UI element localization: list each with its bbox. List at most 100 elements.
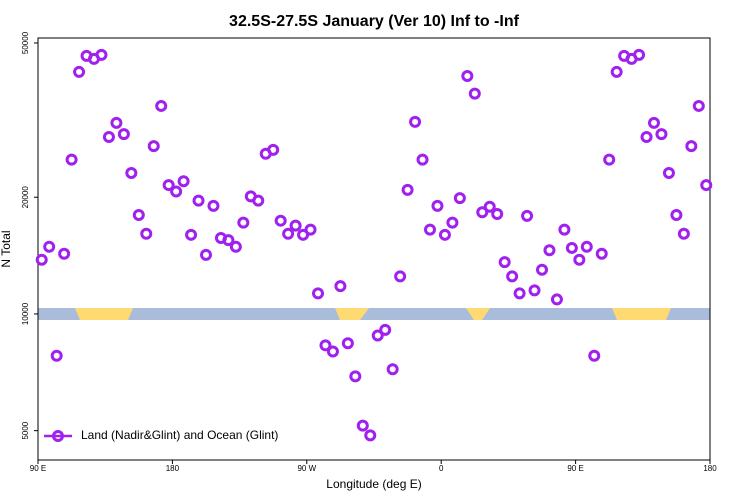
data-point: [603, 153, 616, 166]
data-point: [543, 244, 556, 257]
x-tick-label: 0: [439, 464, 444, 473]
data-point: [192, 194, 205, 207]
y-tick-label: 5000: [21, 421, 30, 439]
x-tick-label: 90 E: [567, 464, 583, 473]
data-point: [438, 228, 451, 241]
data-point: [558, 223, 571, 236]
y-tick-label: 20000: [21, 186, 30, 209]
data-point: [386, 363, 399, 376]
ocean-band: [38, 308, 710, 320]
data-point: [528, 284, 541, 297]
data-point: [274, 214, 287, 227]
data-point: [229, 240, 242, 253]
chart-title: 32.5S-27.5S January (Ver 10) Inf to -Inf: [229, 13, 520, 30]
data-point: [610, 65, 623, 78]
data-point: [655, 128, 668, 141]
land-band: [466, 308, 490, 320]
data-point: [222, 234, 235, 247]
data-point: [110, 116, 123, 129]
data-point: [326, 345, 339, 358]
data-point: [394, 270, 407, 283]
data-point: [132, 208, 145, 221]
data-point: [416, 153, 429, 166]
land-band: [612, 308, 671, 320]
data-point: [282, 227, 295, 240]
data-point: [177, 175, 190, 188]
legend-label: Land (Nadir&Glint) and Ocean (Glint): [81, 428, 278, 442]
data-point: [65, 153, 78, 166]
data-point: [461, 69, 474, 82]
data-point: [43, 240, 56, 253]
data-point: [73, 65, 86, 78]
data-point: [35, 253, 48, 266]
data-point: [237, 216, 250, 229]
x-tick-label: 90 E: [30, 464, 46, 473]
data-point: [536, 263, 548, 276]
data-point: [102, 131, 115, 144]
data-point: [513, 287, 526, 300]
y-tick-label: 50000: [21, 31, 30, 54]
data-point: [483, 200, 496, 213]
data-point: [356, 419, 369, 432]
data-point: [50, 349, 63, 362]
data-point: [334, 280, 347, 293]
data-point: [580, 240, 593, 253]
data-point: [521, 209, 534, 222]
data-point: [379, 323, 392, 336]
data-point: [341, 337, 354, 350]
y-tick-label: 10000: [21, 302, 30, 325]
data-point: [685, 140, 698, 153]
data-point: [58, 247, 71, 260]
data-point: [162, 179, 175, 192]
data-point: [677, 227, 690, 240]
data-point: [670, 208, 683, 221]
land-band: [335, 308, 369, 320]
x-tick-label: 180: [703, 464, 717, 473]
y-axis-label: N Total: [0, 230, 13, 267]
plot-frame: [37, 37, 711, 461]
data-point: [289, 219, 302, 232]
surface-band: [38, 308, 710, 320]
data-point: [573, 253, 586, 266]
data-point: [364, 429, 377, 442]
data-point: [267, 143, 280, 156]
x-tick-label: 90 W: [297, 464, 316, 473]
data-point: [468, 87, 481, 100]
data-point: [319, 339, 332, 352]
data-point: [431, 199, 444, 212]
data-point: [662, 166, 675, 179]
data-point: [700, 179, 713, 192]
data-point: [140, 227, 153, 240]
data-point: [117, 128, 130, 141]
data-point: [125, 166, 138, 179]
data-point: [170, 185, 183, 198]
data-point: [401, 183, 414, 196]
x-axis-label: Longitude (deg E): [326, 477, 421, 491]
data-point: [595, 247, 608, 260]
data-point: [491, 208, 504, 221]
data-point: [692, 99, 705, 112]
data-point: [207, 199, 220, 212]
data-point: [304, 223, 317, 236]
data-point: [648, 116, 660, 129]
data-point: [147, 140, 160, 153]
data-point: [640, 131, 653, 144]
data-point: [252, 194, 265, 207]
data-point: [476, 206, 489, 219]
data-point: [95, 48, 108, 61]
data-point: [446, 216, 459, 229]
data-point: [409, 115, 422, 128]
data-point: [312, 287, 324, 300]
data-point: [565, 241, 578, 254]
data-point: [200, 248, 212, 261]
land-band: [75, 308, 133, 320]
data-point: [498, 256, 511, 269]
legend-marker: [52, 430, 64, 442]
data-point: [424, 223, 436, 236]
data-point: [588, 349, 601, 362]
data-point: [550, 293, 563, 306]
data-point: [506, 270, 519, 283]
data-point: [371, 329, 384, 342]
